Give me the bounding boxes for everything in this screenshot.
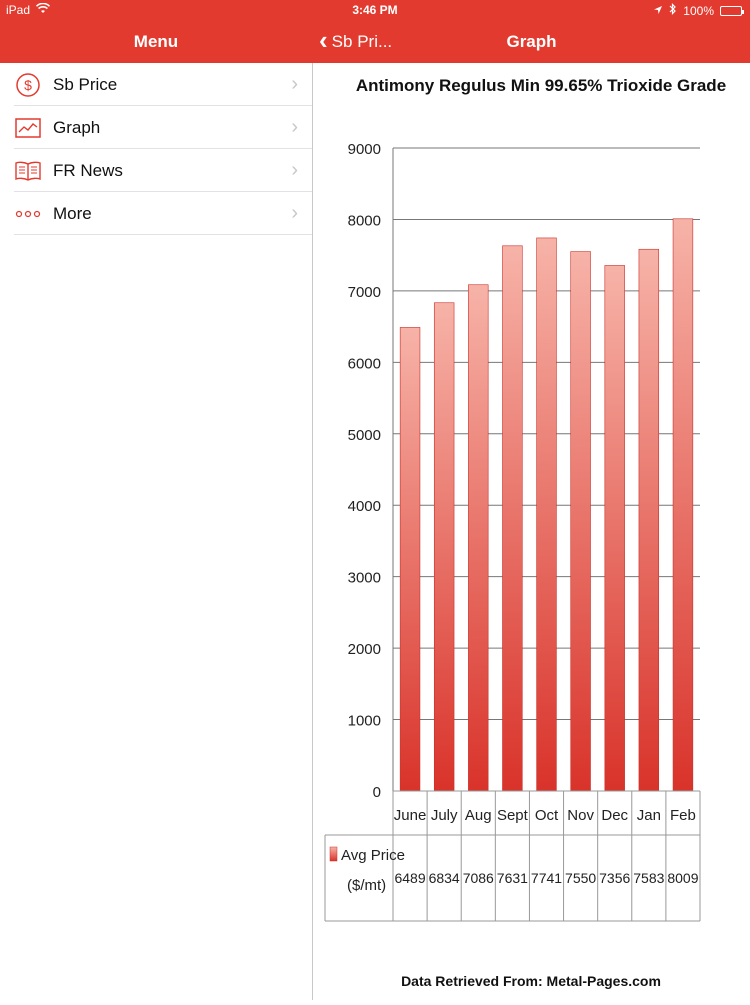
sidebar-item-label: Graph	[53, 117, 101, 137]
price-chart: Antimony Regulus Min 99.65% Trioxide Gra…	[324, 76, 726, 989]
sidebar-item-label: FR News	[53, 160, 123, 180]
chevron-right-icon: ›	[291, 202, 298, 224]
x-tick-label: Sept	[497, 807, 529, 824]
clock: 3:46 PM	[352, 3, 398, 17]
bar	[638, 248, 660, 792]
y-tick-label: 4000	[348, 498, 381, 515]
data-label: 6834	[429, 870, 460, 886]
bar	[604, 265, 625, 792]
data-label: 7583	[633, 870, 664, 886]
legend-swatch	[329, 846, 338, 862]
svg-text:$: $	[24, 77, 32, 93]
bar	[399, 327, 421, 792]
battery-icon	[720, 5, 744, 16]
location-icon	[653, 4, 663, 18]
wifi-icon	[35, 2, 51, 17]
back-label: Sb Pri...	[331, 31, 393, 51]
x-tick-label: Jan	[637, 807, 661, 824]
more-dots-icon	[14, 200, 42, 228]
x-tick-label: June	[394, 807, 427, 824]
sidebar-item-label: More	[53, 203, 92, 223]
sidebar-item-label: Sb Price	[53, 74, 118, 94]
chevron-right-icon: ›	[291, 73, 298, 95]
bar	[536, 237, 557, 792]
y-tick-label: 2000	[348, 641, 381, 658]
bar	[502, 245, 523, 792]
chart-icon	[14, 114, 42, 142]
menu-title: Menu	[133, 31, 179, 51]
battery-percent: 100%	[683, 3, 714, 18]
sidebar-item-graph[interactable]: Graph ›	[0, 106, 312, 149]
sidebar-item-sb-price[interactable]: $ Sb Price ›	[0, 63, 312, 106]
y-tick-label: 7000	[348, 284, 381, 301]
data-label: 7550	[565, 870, 596, 886]
back-button[interactable]: ‹ Sb Pri...	[319, 20, 392, 63]
y-tick-label: 0	[373, 784, 381, 801]
bluetooth-icon	[669, 3, 677, 18]
sidebar-item-fr-news[interactable]: FR News ›	[0, 149, 312, 192]
bar	[468, 284, 489, 792]
x-tick-label: Aug	[465, 807, 492, 824]
device-label: iPad	[6, 3, 31, 17]
x-tick-label: Dec	[601, 807, 628, 824]
x-tick-label: Nov	[567, 807, 594, 824]
chevron-right-icon: ›	[291, 116, 298, 138]
chart-footer: Data Retrieved From: Metal-Pages.com	[401, 973, 661, 989]
x-tick-label: Feb	[670, 807, 696, 824]
x-tick-label: July	[431, 807, 458, 824]
book-icon	[14, 157, 42, 185]
dollar-circle-icon: $	[14, 71, 42, 99]
top-bar: iPad 3:46 PM 100% Menu Graph ‹ Sb Pri...	[0, 0, 750, 63]
chart-title: Antimony Regulus Min 99.65% Trioxide Gra…	[356, 76, 726, 95]
graph-view: Antimony Regulus Min 99.65% Trioxide Gra…	[313, 63, 750, 1000]
chevron-right-icon: ›	[291, 159, 298, 181]
page-title: Graph	[506, 32, 557, 51]
y-tick-label: 5000	[348, 427, 381, 444]
y-tick-label: 9000	[348, 141, 381, 158]
x-tick-label: Oct	[535, 807, 559, 824]
data-label: 6489	[394, 870, 425, 886]
data-label: 7741	[531, 870, 562, 886]
sidebar-item-more[interactable]: More ›	[0, 192, 312, 235]
legend-label: Avg Price ($/mt)	[341, 847, 405, 894]
y-tick-label: 1000	[348, 713, 381, 730]
data-label: 7356	[599, 870, 630, 886]
y-tick-label: 3000	[348, 570, 381, 587]
status-bar: iPad 3:46 PM 100%	[0, 0, 750, 20]
detail-nav-bar: Graph ‹ Sb Pri...	[313, 20, 750, 63]
y-tick-label: 8000	[348, 212, 381, 229]
data-label: 8009	[667, 870, 698, 886]
sidebar: $ Sb Price › Graph › FR News › More ›	[0, 63, 313, 1000]
bar	[433, 302, 455, 792]
y-tick-label: 6000	[348, 355, 381, 372]
chevron-left-icon: ‹	[319, 25, 328, 55]
bar	[570, 251, 591, 792]
data-label: 7086	[463, 870, 494, 886]
bar	[672, 218, 694, 792]
data-label: 7631	[497, 870, 528, 886]
